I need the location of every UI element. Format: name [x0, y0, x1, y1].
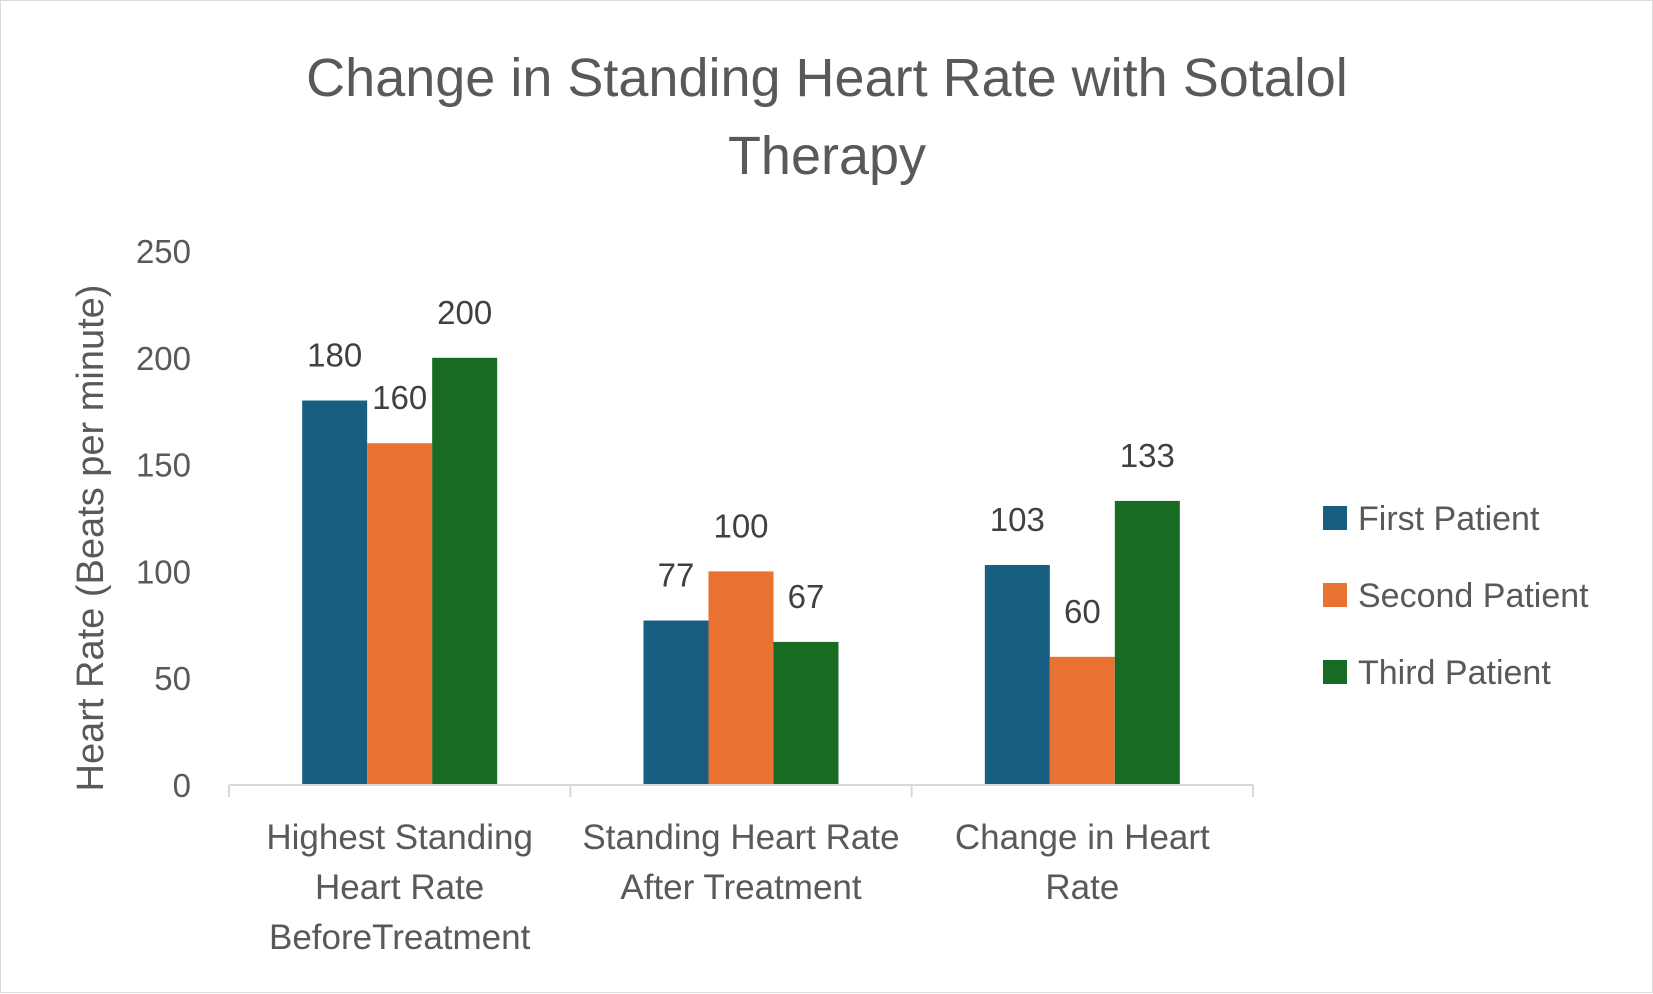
y-tick-label: 50 — [154, 660, 191, 697]
chart-title-line-1: Change in Standing Heart Rate with Sotal… — [306, 48, 1348, 108]
x-category-label: BeforeTreatment — [269, 918, 531, 957]
data-label: 160 — [372, 379, 427, 416]
y-axis-ticks: 0 50 100 150 200 250 — [136, 233, 191, 804]
bar-second-patient-1 — [708, 571, 774, 785]
y-tick-label: 150 — [136, 447, 191, 484]
legend-swatch — [1323, 583, 1347, 607]
bar-third-patient-2 — [1114, 500, 1180, 785]
y-tick-label: 0 — [173, 767, 191, 804]
bar-third-patient-1 — [773, 641, 839, 785]
chart-title: Change in Standing Heart Rate with Sotal… — [306, 48, 1348, 186]
bar-first-patient-2 — [984, 564, 1050, 785]
x-axis — [228, 784, 1254, 797]
y-tick-label: 100 — [136, 553, 191, 590]
y-tick-label: 200 — [136, 340, 191, 377]
legend: First Patient Second Patient Third Patient — [1323, 500, 1589, 692]
legend-swatch — [1323, 660, 1347, 684]
x-category-label: Rate — [1045, 868, 1119, 907]
data-label: 77 — [658, 557, 695, 594]
x-category-label: Heart Rate — [315, 868, 484, 907]
x-category-label: After Treatment — [620, 868, 861, 907]
legend-label: First Patient — [1358, 500, 1540, 538]
y-tick-label: 250 — [136, 233, 191, 270]
bar-third-patient-0 — [432, 357, 498, 785]
data-labels: 180 160 200 77 100 67 103 60 133 — [307, 294, 1175, 630]
legend-label: Third Patient — [1358, 654, 1551, 692]
data-label: 180 — [307, 337, 362, 374]
x-category-label: Highest Standing — [266, 818, 533, 857]
bars — [302, 357, 1180, 785]
bar-second-patient-0 — [367, 443, 433, 785]
bar-first-patient-0 — [302, 400, 368, 785]
data-label: 200 — [437, 294, 492, 331]
y-axis-label: Heart Rate (Beats per minute) — [70, 285, 112, 792]
x-axis-categories: Highest Standing Heart Rate BeforeTreatmen… — [266, 818, 1210, 957]
data-label: 60 — [1064, 593, 1101, 630]
x-category-label: Standing Heart Rate — [582, 818, 899, 857]
bar-second-patient-2 — [1049, 656, 1115, 785]
data-label: 100 — [713, 507, 768, 544]
legend-label: Second Patient — [1358, 577, 1589, 615]
chart-title-line-2: Therapy — [728, 126, 926, 186]
data-label: 133 — [1120, 437, 1175, 474]
legend-swatch — [1323, 506, 1347, 530]
bar-first-patient-1 — [643, 620, 709, 785]
data-label: 67 — [788, 578, 825, 615]
data-label: 103 — [990, 501, 1045, 538]
x-category-label: Change in Heart — [955, 818, 1210, 857]
